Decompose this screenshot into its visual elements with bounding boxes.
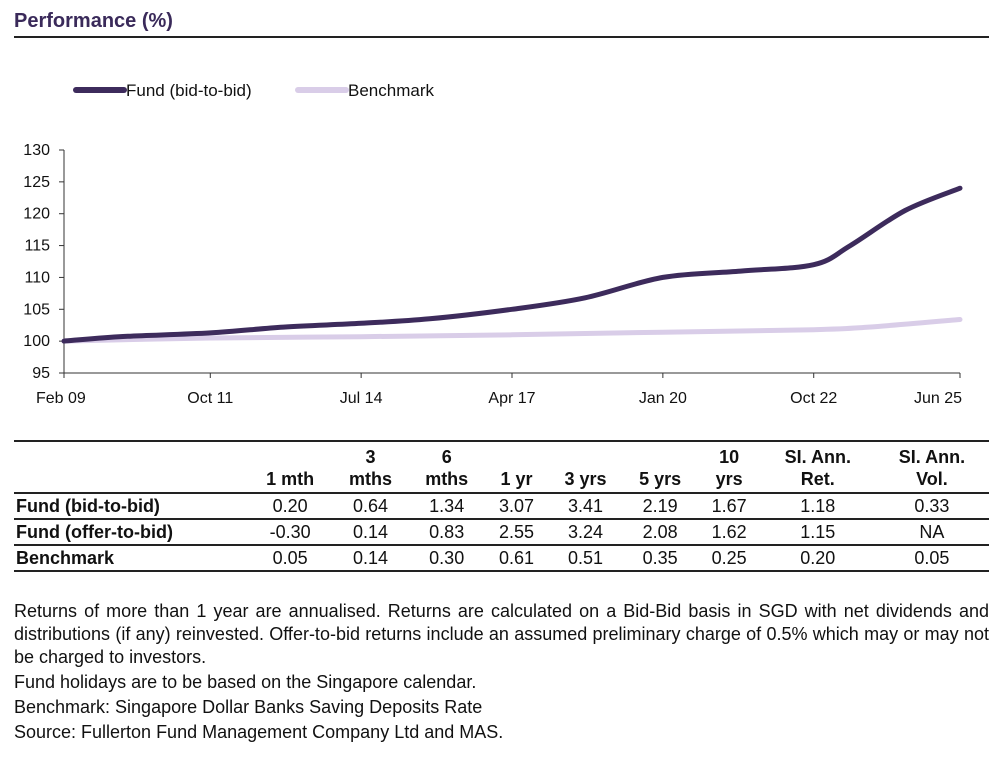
benchmark-series-line xyxy=(61,317,963,344)
table-cell: 0.83 xyxy=(429,521,465,542)
x-tick-label: Oct 22 xyxy=(790,390,837,407)
row-label: Fund (offer-to-bid) xyxy=(16,521,173,542)
y-tick-label: 105 xyxy=(23,301,50,318)
x-axis: Feb 09 Oct 11 Jul 14 Apr 17 Jan 20 Oct 22 Jun … xyxy=(36,372,962,407)
table-header-blank xyxy=(14,441,248,493)
table-header-row: 1 mth 3 mths 6 mths 1 yr 3 yrs 5 yrs 10 yrs SI. An… xyxy=(14,441,989,493)
table-row: Benchmark 0.05 0.14 0.30 0.61 0.51 0.35 0.25 0.2… xyxy=(14,545,989,571)
table-header-cell: SI. Ann. Ret. xyxy=(784,447,851,489)
note-returns: Returns of more than 1 year are annualis… xyxy=(14,601,989,667)
table-cell: 0.20 xyxy=(272,495,308,516)
table-cell: 0.33 xyxy=(914,495,950,516)
table-cell: 0.35 xyxy=(642,547,678,568)
table-cell: 1.62 xyxy=(711,521,747,542)
table-cell: 1.67 xyxy=(711,495,747,516)
performance-table: 1 mth 3 mths 6 mths 1 yr 3 yrs 5 yrs 10 yrs SI. An… xyxy=(14,440,989,572)
table-cell: 0.61 xyxy=(498,547,534,568)
table-cell: 0.05 xyxy=(272,547,308,568)
table-cell: 2.55 xyxy=(498,521,534,542)
x-tick-label: Jan 20 xyxy=(639,390,687,407)
y-tick-label: 125 xyxy=(23,174,50,191)
chart-title: Performance (%) xyxy=(14,10,989,38)
table-header-cell: 3 yrs xyxy=(564,469,607,489)
table-cell: 1.15 xyxy=(800,521,836,542)
table-cell: -0.30 xyxy=(269,521,311,542)
table-cell: 0.14 xyxy=(352,547,388,568)
table-header-cell: 5 yrs xyxy=(639,469,682,489)
legend-label-benchmark: Benchmark xyxy=(348,81,434,100)
table-row: Fund (bid-to-bid) 0.20 0.64 1.34 3.07 3.41 2.1… xyxy=(14,493,989,519)
table-header-cell: 6 mths xyxy=(425,447,469,489)
table-cell: 3.41 xyxy=(567,495,603,516)
note-benchmark: Benchmark: Singapore Dollar Banks Saving… xyxy=(14,697,483,717)
y-tick-label: 110 xyxy=(24,269,50,286)
table-body: Fund (bid-to-bid) 0.20 0.64 1.34 3.07 3.41 2.1… xyxy=(14,493,989,571)
table-cell: 0.64 xyxy=(352,495,388,516)
table-header-cell: 1 yr xyxy=(500,469,533,489)
table-cell: NA xyxy=(919,521,945,542)
performance-line-chart: Fund (bid-to-bid) Benchmark 95 100 105 110 11… xyxy=(23,81,963,407)
table-cell: 3.07 xyxy=(498,495,534,516)
table-cell: 1.18 xyxy=(800,495,836,516)
note-source: Source: Fullerton Fund Management Compan… xyxy=(14,722,504,742)
table-header-cell: 3 mths xyxy=(348,447,392,489)
table-cell: 3.24 xyxy=(567,521,603,542)
table-cell: 2.19 xyxy=(642,495,678,516)
table-cell: 0.25 xyxy=(711,547,747,568)
table-cell: 0.05 xyxy=(914,547,950,568)
row-label: Benchmark xyxy=(16,547,115,568)
note-holidays: Fund holidays are to be based on the Sin… xyxy=(14,672,477,692)
x-tick-label: Apr 17 xyxy=(488,390,535,407)
y-tick-label: 115 xyxy=(24,238,50,255)
table-header-cell: 10 yrs xyxy=(715,447,743,489)
y-tick-label: 120 xyxy=(23,206,50,223)
y-tick-label: 100 xyxy=(23,333,50,350)
table-cell: 1.34 xyxy=(429,495,465,516)
y-axis: 95 100 105 110 115 120 125 130 xyxy=(23,142,65,382)
table-cell: 0.30 xyxy=(429,547,465,568)
table-header-cell: 1 mth xyxy=(266,469,315,489)
table-cell: 2.08 xyxy=(642,521,678,542)
x-tick-label: Oct 11 xyxy=(187,390,233,407)
table-cell: 0.14 xyxy=(352,521,388,542)
x-tick-label: Jun 25 xyxy=(914,390,962,407)
chart-legend: Fund (bid-to-bid) Benchmark xyxy=(73,81,434,100)
row-label: Fund (bid-to-bid) xyxy=(16,495,160,516)
y-tick-label: 130 xyxy=(23,142,50,159)
y-tick-label: 95 xyxy=(32,365,50,382)
legend-label-fund: Fund (bid-to-bid) xyxy=(126,81,252,100)
table-cell: 0.20 xyxy=(800,547,836,568)
table-header-cell: SI. Ann. Vol. xyxy=(898,447,966,489)
footnotes: Returns of more than 1 year are annualis… xyxy=(14,600,989,746)
fund-series-line xyxy=(61,185,963,344)
table-cell: 0.51 xyxy=(567,547,603,568)
x-tick-label: Feb 09 xyxy=(36,390,86,407)
series-layer xyxy=(61,185,963,344)
table-row: Fund (offer-to-bid) -0.30 0.14 0.83 2.55 3.24… xyxy=(14,519,989,545)
x-tick-label: Jul 14 xyxy=(340,390,383,407)
